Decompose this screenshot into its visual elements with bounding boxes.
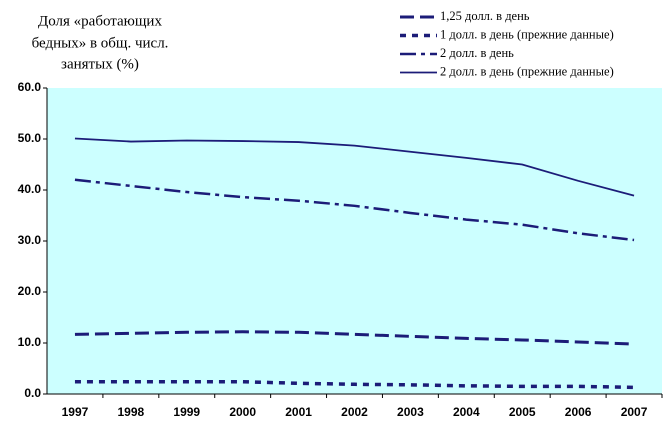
x-tick-label: 2004 [453, 405, 480, 419]
legend-label: 2 долл. в день (прежние данные) [440, 64, 614, 78]
legend-label: 1 долл. в день (прежние данные) [440, 27, 614, 41]
x-tick-label: 1999 [173, 405, 200, 419]
x-tick-label: 2001 [285, 405, 312, 419]
x-tick-label: 2000 [229, 405, 256, 419]
x-tick-label: 2005 [509, 405, 536, 419]
y-tick-label: 60.0 [18, 80, 42, 94]
chart-title: Доля «работающих [38, 13, 162, 29]
legend-label: 1,25 долл. в день [440, 9, 530, 23]
x-tick-label: 1998 [118, 405, 145, 419]
chart-title: занятых (%) [61, 56, 139, 72]
x-tick-label: 2007 [621, 405, 648, 419]
y-tick-label: 40.0 [18, 182, 42, 196]
y-tick-label: 30.0 [18, 233, 42, 247]
series-line [74, 178, 635, 242]
chart-title: бедных» в общ. числ. [32, 35, 169, 51]
x-tick-label: 2002 [341, 405, 368, 419]
series-line [74, 137, 635, 197]
x-tick-label: 2003 [397, 405, 424, 419]
y-tick-label: 10.0 [18, 335, 42, 349]
x-tick-label: 1997 [62, 405, 89, 419]
y-tick-label: 50.0 [18, 131, 42, 145]
legend-label: 2 долл. в день [440, 46, 514, 60]
plot-area [47, 88, 662, 394]
series-line [74, 330, 635, 346]
series-line [74, 380, 635, 390]
y-tick-label: 20.0 [18, 284, 42, 298]
y-tick-label: 0.0 [24, 386, 41, 400]
x-tick-label: 2006 [565, 405, 592, 419]
